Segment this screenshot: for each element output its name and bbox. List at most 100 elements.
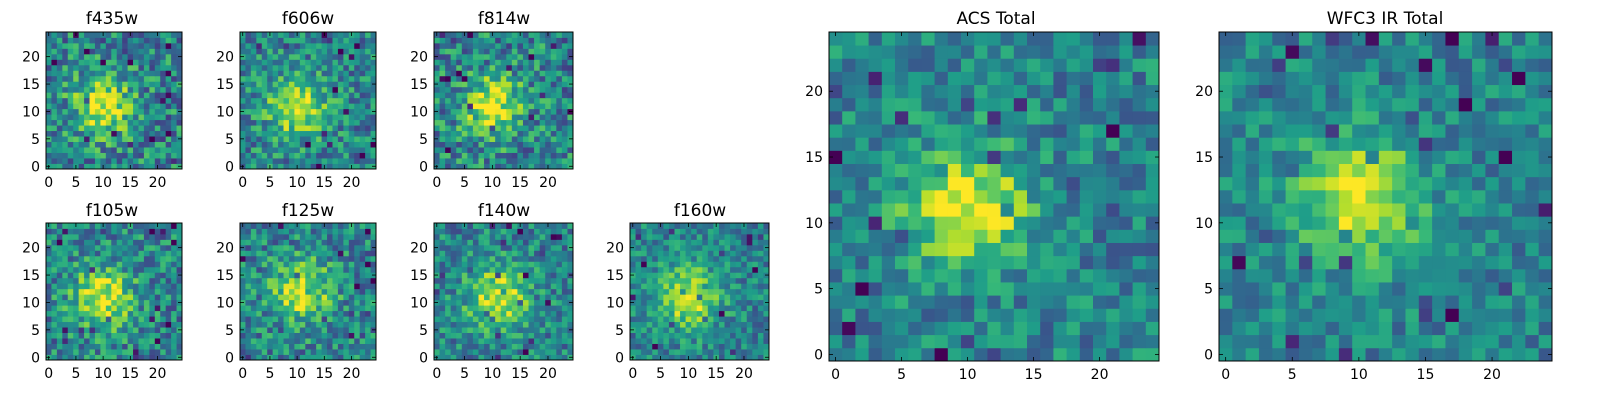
heatmap-cell	[111, 305, 118, 312]
heatmap-cell	[62, 327, 69, 333]
heatmap-cell	[56, 255, 63, 262]
heatmap-cell	[868, 150, 883, 164]
heatmap-cell	[73, 92, 80, 99]
heatmap-cell	[855, 268, 869, 283]
heatmap-cell	[489, 70, 496, 77]
heatmap-cell	[256, 349, 263, 355]
heatmap-cell	[160, 277, 167, 284]
heatmap-cell	[567, 233, 574, 240]
heatmap-cell	[550, 59, 557, 66]
heatmap-cell	[73, 152, 80, 159]
heatmap-cell	[305, 70, 312, 77]
heatmap-cell	[730, 294, 737, 301]
heatmap-cell	[67, 92, 74, 99]
heatmap-cell	[450, 152, 457, 159]
heatmap-cell	[127, 92, 134, 99]
heatmap-cell	[763, 321, 770, 328]
heatmap-cell	[100, 42, 107, 49]
heatmap-cell	[94, 119, 101, 126]
heatmap-cell	[78, 354, 85, 361]
heatmap-cell	[1013, 334, 1028, 349]
heatmap-cell	[1079, 268, 1094, 283]
heatmap-cell	[111, 277, 118, 284]
heatmap-cell	[51, 299, 58, 306]
heatmap-cell	[500, 239, 507, 246]
heatmap-cell	[143, 233, 150, 240]
heatmap-cell	[528, 316, 535, 323]
heatmap-cell	[359, 114, 366, 121]
heatmap-cell	[489, 92, 496, 99]
heatmap-cell	[495, 158, 502, 164]
heatmap-cell	[746, 343, 753, 350]
heatmap-cell	[240, 349, 246, 355]
heatmap-cell	[534, 81, 541, 88]
heatmap-cell	[829, 347, 843, 362]
heatmap-cell	[506, 244, 513, 251]
heatmap-cell	[305, 332, 312, 339]
heatmap-cell	[127, 114, 134, 121]
heatmap-cell	[176, 261, 183, 268]
heatmap-cell	[278, 338, 284, 344]
heatmap-cell	[283, 272, 290, 279]
heatmap-cell	[668, 250, 675, 257]
heatmap-cell	[127, 81, 134, 88]
heatmap-cell	[332, 299, 339, 306]
heatmap-cell	[567, 338, 574, 344]
heatmap-cell	[56, 321, 63, 328]
heatmap-cell	[1000, 189, 1015, 204]
heatmap-cell	[550, 53, 557, 60]
heatmap-cell	[46, 86, 52, 93]
heatmap-cell	[46, 103, 52, 110]
heatmap-cell	[73, 70, 80, 77]
heatmap-cell	[724, 244, 731, 251]
heatmap-cell	[763, 316, 770, 323]
heatmap-cell	[288, 349, 295, 355]
panel-title: f435w	[86, 9, 138, 29]
heatmap-cell	[100, 250, 107, 257]
heatmap-cell	[489, 108, 496, 115]
heatmap-cell	[500, 305, 507, 312]
heatmap-cell	[316, 288, 322, 295]
heatmap-cell	[741, 332, 748, 339]
heatmap-cell	[961, 163, 975, 178]
heatmap-cell	[240, 114, 246, 121]
heatmap-cell	[522, 266, 529, 273]
heatmap-cell	[489, 59, 496, 66]
heatmap-cell	[288, 48, 295, 55]
heatmap-cell	[467, 97, 474, 104]
heatmap-cell	[245, 343, 252, 350]
heatmap-cell	[472, 223, 479, 229]
heatmap-cell	[348, 108, 355, 115]
heatmap-cell	[439, 53, 446, 60]
heatmap-cell	[256, 223, 263, 229]
heatmap-cell	[506, 332, 513, 339]
heatmap-cell	[365, 114, 371, 121]
heatmap-cell	[1079, 216, 1094, 230]
heatmap-cell	[105, 152, 112, 159]
heatmap-cell	[78, 108, 85, 115]
heatmap-cell	[1066, 189, 1081, 204]
heatmap-cell	[556, 310, 563, 317]
heatmap-cell	[332, 316, 339, 323]
heatmap-cell	[641, 299, 648, 306]
heatmap-cell	[316, 86, 322, 93]
heatmap-cell	[500, 288, 507, 295]
heatmap-cell	[895, 308, 909, 322]
heatmap-cell	[495, 316, 502, 323]
heatmap-cell	[278, 141, 284, 148]
heatmap-cell	[663, 305, 670, 312]
heatmap-cell	[105, 349, 112, 355]
heatmap-cell	[713, 266, 720, 273]
heatmap-cell	[707, 288, 714, 295]
heatmap-cell	[354, 163, 361, 170]
heatmap-cell	[517, 305, 524, 312]
heatmap-cell	[528, 310, 535, 317]
heatmap-cell	[545, 147, 552, 153]
heatmap-cell	[267, 327, 274, 333]
heatmap-cell	[702, 332, 709, 339]
heatmap-cell	[461, 114, 468, 121]
heatmap-cell	[1027, 295, 1041, 309]
heatmap-cell	[283, 261, 290, 268]
heatmap-cell	[67, 283, 74, 290]
